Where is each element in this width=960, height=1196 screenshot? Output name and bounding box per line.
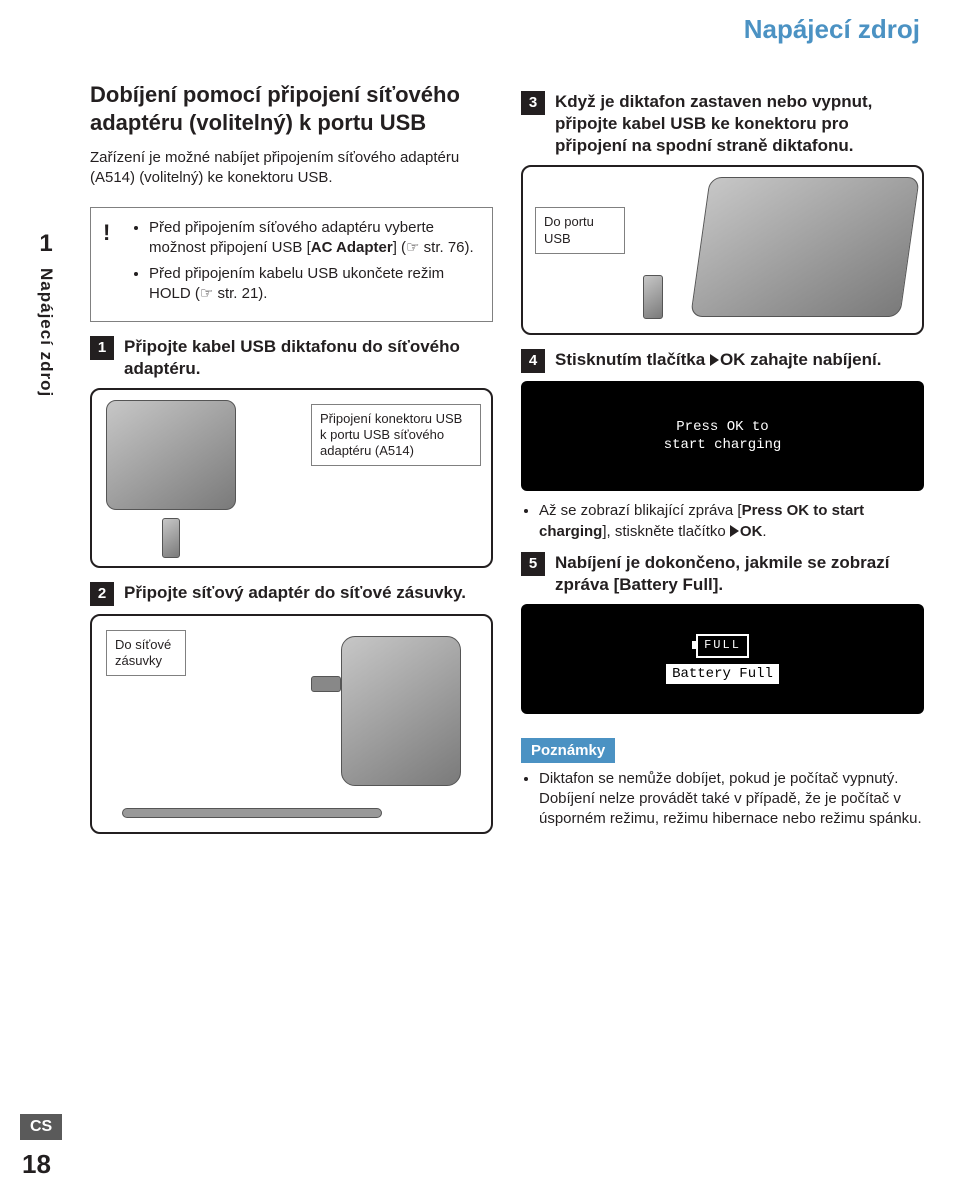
step-5: 5 Nabíjení je dokončeno, jakmile se zobr…: [521, 552, 924, 596]
figure-usb-to-adapter: Připojení konektoru USB k portu USB síťo…: [90, 388, 493, 568]
language-code: CS: [20, 1114, 62, 1140]
play-icon: [710, 354, 719, 366]
cable-illustration: [122, 808, 382, 818]
instruction-bullets: Až se zobrazí blikající zpráva [Press OK…: [521, 501, 924, 542]
prong-illustration: [311, 676, 341, 692]
step-number: 3: [521, 91, 545, 115]
recorder-illustration: [690, 177, 920, 317]
bullet-text: Až se zobrazí blikající zpráva [: [539, 502, 742, 519]
play-icon: [730, 525, 739, 537]
step-text: Nabíjení je dokončeno, jakmile se zobraz…: [555, 552, 924, 596]
device-illustration: [106, 400, 236, 510]
lcd-line: Press OK to: [676, 418, 768, 436]
notes-list: Diktafon se nemůže dobíjet, pokud je poč…: [521, 769, 924, 830]
chapter-number: 1: [26, 230, 66, 258]
bullet-item: Až se zobrazí blikající zpráva [Press OK…: [539, 501, 924, 542]
figure-callout: Připojení konektoru USB k portu USB síťo…: [311, 404, 481, 467]
intro-text: Zařízení je možné nabíjet připojením síť…: [90, 148, 493, 189]
step-number: 1: [90, 336, 114, 360]
caution-icon: !: [103, 218, 110, 248]
bullet-text: .: [762, 523, 766, 540]
step-text: Stisknutím tlačítka OK zahajte nabíjení.: [555, 349, 924, 373]
step-3: 3 Když je diktafon zastaven nebo vypnut,…: [521, 91, 924, 157]
notes-header: Poznámky: [521, 738, 615, 763]
chapter-tab: 1 Napájecí zdroj: [26, 230, 66, 397]
battery-icon: FULL: [696, 634, 749, 658]
lcd-press-ok: Press OK to start charging: [521, 381, 924, 491]
step-1: 1 Připojte kabel USB diktafonu do síťové…: [90, 336, 493, 380]
step-number: 2: [90, 582, 114, 606]
adapter-illustration: [341, 636, 461, 786]
caution-item: Před připojením kabelu USB ukončete reži…: [149, 264, 478, 305]
header-title: Napájecí zdroj: [744, 14, 920, 44]
step-text: Když je diktafon zastaven nebo vypnut, p…: [555, 91, 924, 157]
figure-adapter-to-outlet: Do síťové zásuvky: [90, 614, 493, 834]
page-header: Napájecí zdroj: [0, 0, 960, 53]
right-column: 3 Když je diktafon zastaven nebo vypnut,…: [521, 81, 924, 848]
figure-callout: Do síťové zásuvky: [106, 630, 186, 677]
section-title: Dobíjení pomocí připojení síťového adapt…: [90, 81, 493, 136]
figure-usb-to-recorder: Do portu USB: [521, 165, 924, 335]
lcd-line: start charging: [664, 436, 782, 454]
step-2: 2 Připojte síťový adaptér do síťové zásu…: [90, 582, 493, 606]
lcd-battery-full: FULL Battery Full: [521, 604, 924, 714]
bullet-text: ], stiskněte tlačítko: [602, 523, 730, 540]
usb-plug-illustration: [643, 275, 663, 319]
usb-plug-illustration: [162, 518, 180, 558]
step-4: 4 Stisknutím tlačítka OK zahajte nabíjen…: [521, 349, 924, 373]
step-number: 4: [521, 349, 545, 373]
left-column: Dobíjení pomocí připojení síťového adapt…: [90, 81, 493, 848]
caution-item: Před připojením síťového adaptéru vybert…: [149, 218, 478, 259]
page-number: 18: [22, 1149, 51, 1180]
chapter-label: Napájecí zdroj: [36, 268, 56, 397]
figure-callout: Do portu USB: [535, 207, 625, 254]
step-text-part: zahajte nabíjení.: [745, 350, 881, 369]
ok-label: OK: [740, 523, 763, 540]
caution-box: ! Před připojením síťového adaptéru vybe…: [90, 207, 493, 322]
caution-text: ] (☞ str. 76).: [393, 239, 474, 256]
step-text-part: Stisknutím tlačítka: [555, 350, 710, 369]
step-number: 5: [521, 552, 545, 576]
ok-label: OK: [720, 350, 746, 369]
lcd-line-inverted: Battery Full: [666, 664, 779, 684]
notes-item: Diktafon se nemůže dobíjet, pokud je poč…: [539, 769, 924, 830]
main-content: Dobíjení pomocí připojení síťového adapt…: [0, 53, 960, 848]
step-text: Připojte kabel USB diktafonu do síťového…: [124, 336, 493, 380]
caution-bold: AC Adapter: [311, 239, 393, 256]
step-text: Připojte síťový adaptér do síťové zásuvk…: [124, 582, 493, 606]
